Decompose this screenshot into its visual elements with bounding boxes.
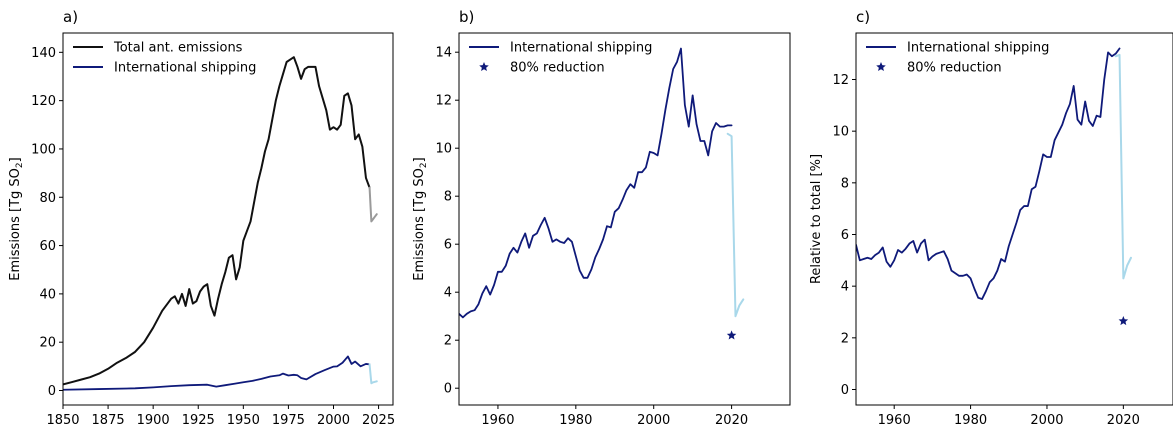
- y-tick-label: 14: [435, 46, 452, 61]
- x-tick-label: 2000: [637, 413, 670, 427]
- x-tick-label: 1980: [954, 413, 987, 427]
- y-axis-label: Emissions [Tg SO2]: [412, 157, 429, 280]
- plot-frame: [62, 32, 394, 406]
- series-line-shipping-reduction: [726, 132, 745, 318]
- y-tick-label: 100: [31, 142, 56, 157]
- legend-label: International shipping: [510, 41, 652, 56]
- legend-label: 80% reduction: [907, 61, 1002, 76]
- y-tick-label: 6: [841, 228, 849, 243]
- legend-star: [479, 62, 489, 72]
- x-tick-label: 1950: [227, 413, 260, 427]
- y-tick-label: 4: [841, 280, 849, 295]
- series-line-shipping: [63, 355, 371, 391]
- y-tick-label: 4: [444, 286, 452, 301]
- y-tick-label: 120: [31, 94, 56, 109]
- y-tick-label: 10: [435, 142, 452, 157]
- y-tick-label: 20: [39, 336, 56, 351]
- y-tick-label: 60: [39, 239, 56, 254]
- x-tick-label: 1900: [137, 413, 170, 427]
- legend-label: Total ant. emissions: [113, 41, 243, 56]
- x-tick-label: 1875: [92, 413, 125, 427]
- star-marker: [1118, 316, 1129, 326]
- x-tick-label: 2000: [1030, 413, 1063, 427]
- panel-1: 1850 1875 1900 1925 1950 1975 2000 2025 0 20 40 60 8…: [8, 8, 395, 428]
- legend-star: [876, 62, 886, 72]
- y-tick-label: 80: [39, 191, 56, 206]
- plot-frame: [855, 32, 1173, 406]
- x-tick-label: 2000: [317, 413, 350, 427]
- panel-label: b): [459, 8, 474, 26]
- y-tick-label: 140: [31, 46, 56, 61]
- series-line-shipping: [856, 47, 1121, 300]
- series-group: [856, 47, 1132, 326]
- series-line-shipping: [459, 47, 733, 319]
- series-group: [459, 47, 745, 340]
- x-tick-label: 1975: [272, 413, 305, 427]
- y-tick-label: 8: [444, 190, 452, 205]
- y-axis-label: Emissions [Tg SO2]: [8, 157, 25, 280]
- y-tick-label: 0: [841, 383, 849, 398]
- y-tick-label: 0: [444, 382, 452, 397]
- legend-label: International shipping: [907, 41, 1049, 56]
- panel-label: a): [63, 8, 78, 26]
- star-marker: [726, 330, 737, 340]
- y-tick-label: 0: [48, 384, 56, 399]
- series-line-total: [63, 56, 371, 386]
- y-tick-label: 2: [841, 331, 849, 346]
- legend-label: 80% reduction: [510, 61, 605, 76]
- y-tick-label: 12: [832, 73, 849, 88]
- y-tick-label: 10: [832, 125, 849, 140]
- y-tick-label: 6: [444, 238, 452, 253]
- legend-label: International shipping: [114, 61, 256, 76]
- x-tick-label: 2020: [715, 413, 748, 427]
- x-tick-label: 1850: [46, 413, 79, 427]
- x-tick-label: 1980: [559, 413, 592, 427]
- panel-3: 1960 1980 2000 2020 0 2 4 6 8 10 12 Relative to tot…: [809, 8, 1173, 428]
- series-line-total-dashed: [368, 186, 378, 223]
- panel-label: c): [856, 8, 870, 26]
- plot-frame: [458, 32, 791, 406]
- series-line-shipping-reduction: [368, 363, 378, 385]
- x-tick-label: 2025: [362, 413, 395, 427]
- x-tick-label: 2020: [1107, 413, 1140, 427]
- series-line-shipping-reduction: [1114, 53, 1132, 280]
- y-tick-label: 12: [435, 94, 452, 109]
- x-tick-label: 1960: [878, 413, 911, 427]
- x-tick-label: 1925: [182, 413, 215, 427]
- panel-2: 1960 1980 2000 2020 0 2 4 6 8 10 12 14 Emissions [Tg…: [412, 8, 791, 428]
- series-group: [63, 56, 378, 391]
- y-tick-label: 2: [444, 334, 452, 349]
- y-tick-label: 8: [841, 176, 849, 191]
- y-axis-label: Relative to total [%]: [809, 154, 824, 284]
- x-tick-label: 1960: [481, 413, 514, 427]
- y-tick-label: 40: [39, 287, 56, 302]
